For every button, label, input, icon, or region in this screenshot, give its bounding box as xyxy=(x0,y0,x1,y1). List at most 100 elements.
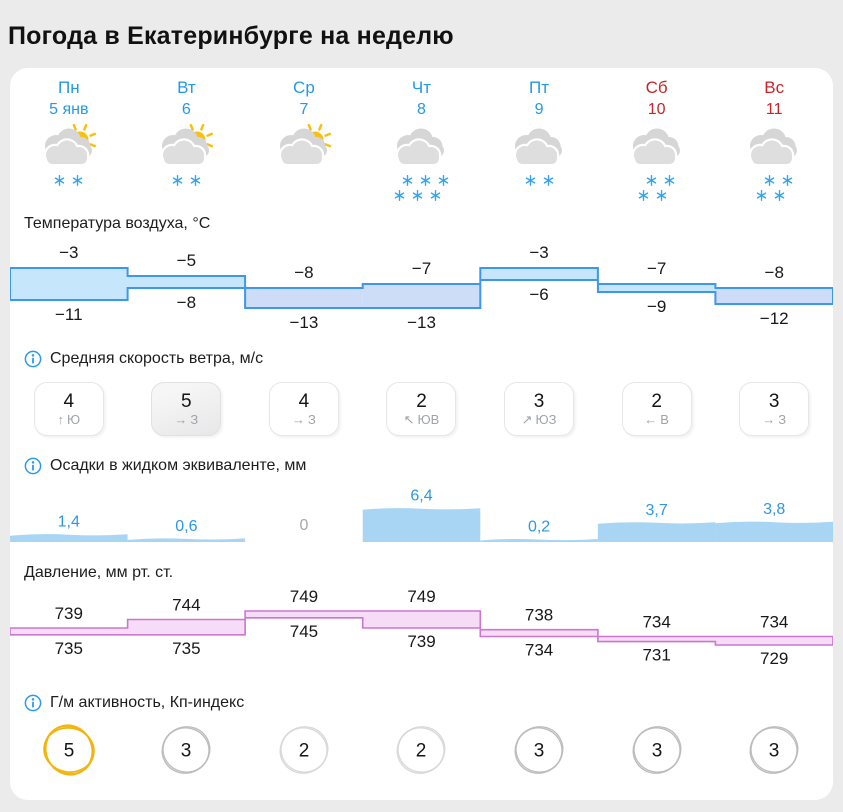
temp-day-value: −7 xyxy=(647,259,666,278)
precip-bar xyxy=(597,522,716,542)
sun-ray xyxy=(206,132,214,137)
wind-direction-label: ЮЗ xyxy=(535,411,557,427)
day-header-row: Пн 5 янв Вт 6 Ср 7 Чт 8 Пт 9 Сб 10 Вс 11 xyxy=(10,78,833,119)
forecast-card: Пн 5 янв Вт 6 Ср 7 Чт 8 Пт 9 Сб 10 Вс 11 Температура … xyxy=(10,68,833,800)
pressure-band-segment xyxy=(245,611,363,618)
pressure-day-value: 749 xyxy=(407,587,435,606)
kp-index-badge-0: 5 xyxy=(39,720,99,780)
snowflake-icon xyxy=(543,175,553,186)
snowflake-icon xyxy=(782,175,792,186)
wind-card-5: 2 ← В xyxy=(621,382,692,436)
temp-band-segment xyxy=(597,284,716,292)
pressure-night-value: 735 xyxy=(55,639,83,658)
day-header-0[interactable]: Пн 5 янв xyxy=(49,78,88,119)
snowflake-icon xyxy=(525,175,535,186)
temp-day-value: −8 xyxy=(765,263,784,282)
wind-direction: → З xyxy=(762,412,786,428)
wind-arrow-icon: ← xyxy=(644,411,658,427)
wind-label-text: Средняя скорость ветра, м/с xyxy=(50,350,264,367)
day-date: 9 xyxy=(534,101,544,118)
precip-value: 0,2 xyxy=(528,519,550,536)
wind-direction: ↖ ЮВ xyxy=(404,412,440,428)
snowflake-icon xyxy=(756,190,766,201)
temp-band-segment xyxy=(480,268,598,280)
sun-ray xyxy=(189,124,195,131)
day-header-1[interactable]: Вт 6 xyxy=(177,78,196,119)
info-icon[interactable] xyxy=(24,694,42,712)
pressure-band-segment xyxy=(480,629,598,637)
temp-day-value: −7 xyxy=(412,259,431,278)
kp-scribble-circle-icon: 3 xyxy=(632,726,682,774)
day-date: 8 xyxy=(417,101,426,118)
wind-arrow-icon: ↑ xyxy=(57,411,64,427)
temp-night-value: −6 xyxy=(529,285,548,304)
wind-arrow-icon: ↗ xyxy=(521,411,533,427)
pressure-night-value: 735 xyxy=(172,639,200,658)
snow-cloud-icon xyxy=(396,128,445,167)
temp-band-segment xyxy=(127,276,246,288)
day-header-2[interactable]: Ср 7 xyxy=(293,78,315,119)
info-icon[interactable] xyxy=(24,350,42,368)
wind-card-4: 3 ↗ ЮЗ xyxy=(504,382,575,436)
kp-index-badge-6: 3 xyxy=(744,720,804,780)
info-icon[interactable] xyxy=(24,457,42,475)
weather-icon-cell-6 xyxy=(739,124,809,204)
weather-icons-row xyxy=(10,124,833,204)
snowflakes-row xyxy=(51,175,87,189)
wind-row: 4 ↑ Ю 5 → З 4 → З 2 ↖ ЮВ 3 ↗ ЮЗ 2 ← В 3 → З xyxy=(10,382,833,436)
day-header-3[interactable]: Чт 8 xyxy=(412,78,431,119)
day-header-5[interactable]: Сб 10 xyxy=(646,78,668,119)
snowflake-icon xyxy=(438,175,449,186)
cloud-front xyxy=(45,140,87,164)
precip-bar xyxy=(127,538,246,542)
kp-value: 3 xyxy=(769,741,780,762)
wind-direction: ↑ Ю xyxy=(57,412,80,428)
temp-night-value: −13 xyxy=(407,313,436,332)
wind-direction: ↗ ЮЗ xyxy=(522,412,557,428)
snow-cloud-icon xyxy=(749,128,798,167)
wind-speed-value: 2 xyxy=(416,390,427,412)
snowflake-icon xyxy=(190,175,201,186)
pressure-day-value: 749 xyxy=(290,587,318,606)
wind-card-0: 4 ↑ Ю xyxy=(33,382,104,436)
kp-value: 3 xyxy=(651,741,662,762)
snowflake-icon xyxy=(764,175,774,186)
temp-band-outline xyxy=(10,267,833,309)
sun-ray xyxy=(72,124,77,131)
weather-icon-cell-0 xyxy=(34,124,104,204)
wind-direction-label: ЮВ xyxy=(417,411,440,427)
kp-value: 2 xyxy=(416,741,427,762)
kp-scribble-circle-icon: 3 xyxy=(514,726,564,774)
wind-direction: → З xyxy=(292,412,316,428)
cloud-sun-icon xyxy=(43,124,96,167)
snowflake-icon xyxy=(172,175,183,186)
cloud-front xyxy=(516,140,558,164)
temperature-label-text: Температура воздуха, °C xyxy=(24,215,211,232)
snowflake-icon xyxy=(430,190,441,201)
kp-index-badge-1: 3 xyxy=(156,720,216,780)
kp-section-label: Г/м активность, Кп-индекс xyxy=(24,693,244,713)
snowflakes-row xyxy=(390,190,444,204)
pressure-day-value: 734 xyxy=(642,613,670,632)
precip-value: 0,6 xyxy=(175,518,197,535)
temp-band-segment xyxy=(245,288,363,308)
snowflake-icon xyxy=(664,175,675,186)
pressure-day-value: 734 xyxy=(760,613,788,632)
day-name: Вс xyxy=(764,78,785,97)
sun-ray xyxy=(318,124,323,131)
day-header-4[interactable]: Пт 9 xyxy=(529,78,549,119)
kp-scribble-circle-icon: 2 xyxy=(397,726,446,774)
day-header-6[interactable]: Вс 11 xyxy=(764,78,784,119)
kp-row: 5 3 2 2 3 3 3 xyxy=(10,720,833,780)
day-date: 5 янв xyxy=(49,101,89,118)
temp-band-segment xyxy=(362,284,481,308)
snowflakes-row xyxy=(752,190,788,204)
precipitation-chart: 1,4 0,6 0 6,4 0,2 3,7 3,8 xyxy=(10,488,833,542)
pressure-section-label: Давление, мм рт. ст. xyxy=(24,563,173,583)
temp-band-segment xyxy=(715,288,833,304)
wind-speed-value: 3 xyxy=(768,390,780,412)
snowflake-icon xyxy=(73,175,83,186)
precip-value: 0 xyxy=(299,517,308,534)
temp-night-value: −11 xyxy=(55,305,83,324)
precip-bar xyxy=(362,508,481,542)
